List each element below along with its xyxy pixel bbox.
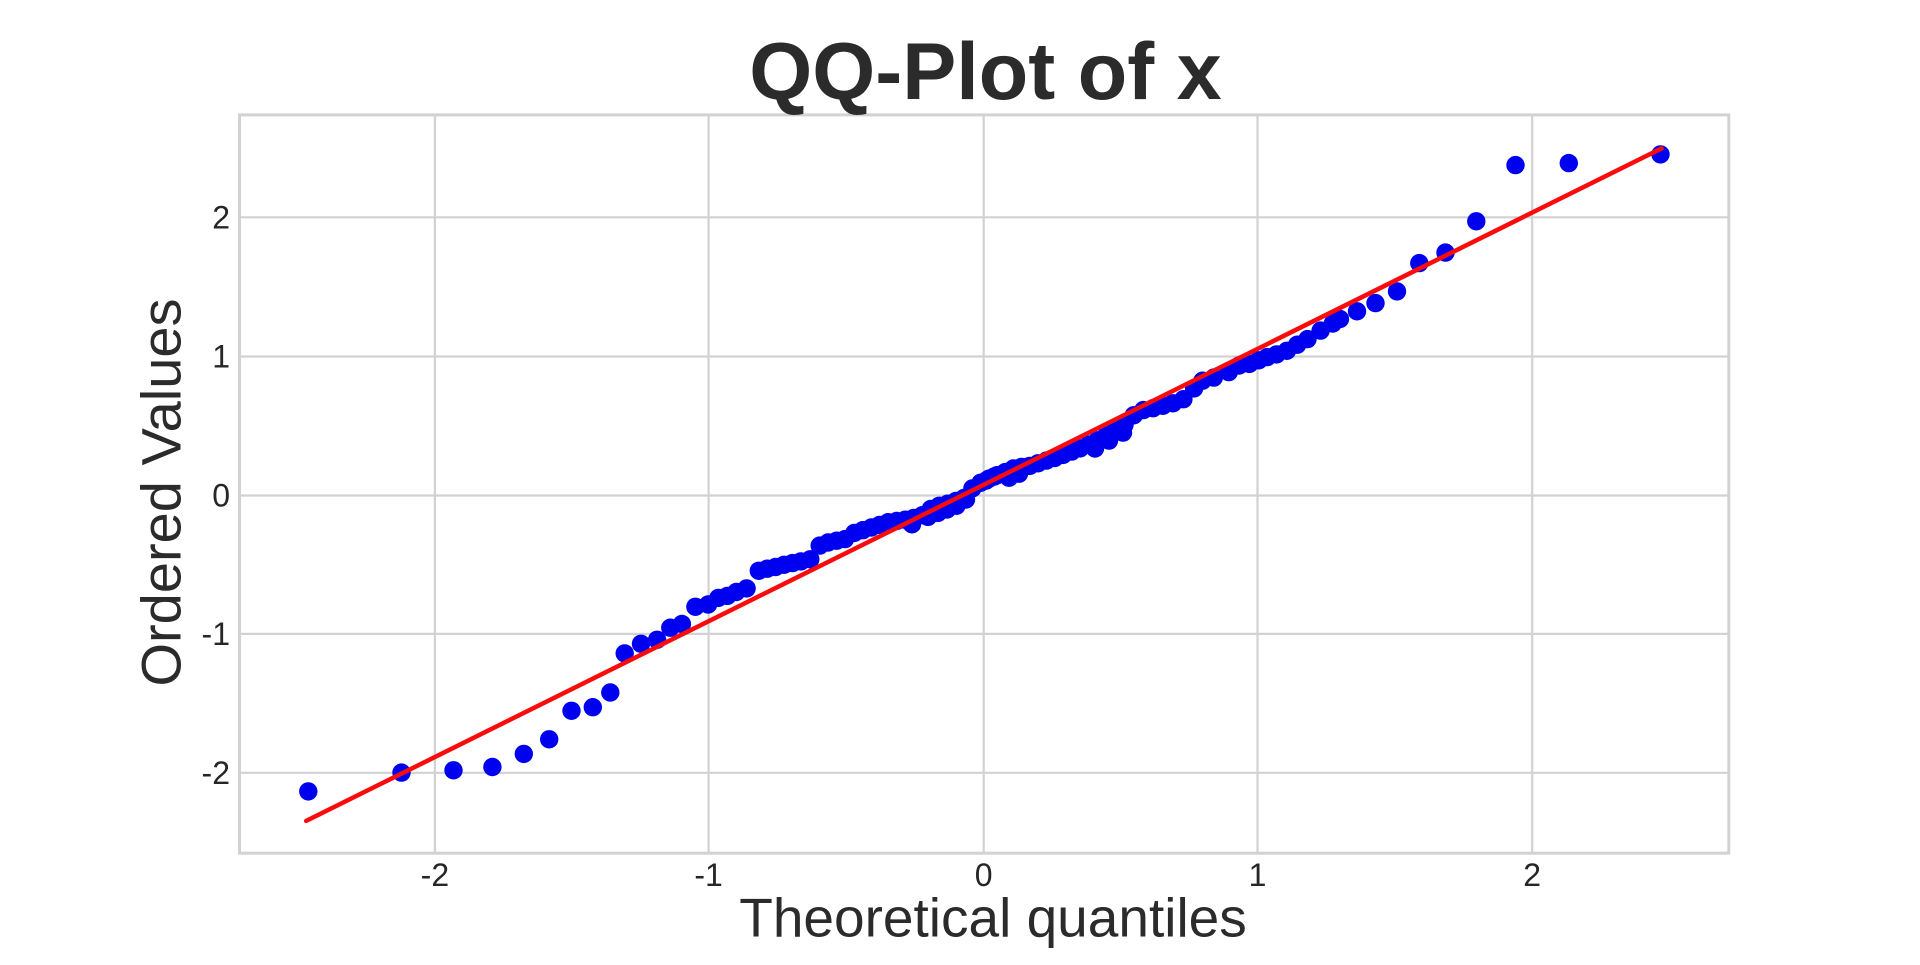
svg-text:2: 2: [212, 199, 230, 235]
svg-text:-2: -2: [202, 755, 230, 791]
svg-text:QQ-Plot of x: QQ-Plot of x: [749, 27, 1221, 117]
svg-text:Theoretical quantiles: Theoretical quantiles: [739, 887, 1247, 949]
svg-text:1: 1: [1249, 857, 1267, 893]
svg-text:-1: -1: [694, 857, 722, 893]
svg-text:-2: -2: [421, 857, 449, 893]
svg-text:2: 2: [1523, 857, 1541, 893]
svg-text:Ordered Values: Ordered Values: [130, 298, 193, 686]
svg-text:0: 0: [975, 857, 993, 893]
svg-text:0: 0: [212, 478, 230, 514]
svg-text:-1: -1: [202, 616, 230, 652]
svg-text:1: 1: [212, 339, 230, 375]
